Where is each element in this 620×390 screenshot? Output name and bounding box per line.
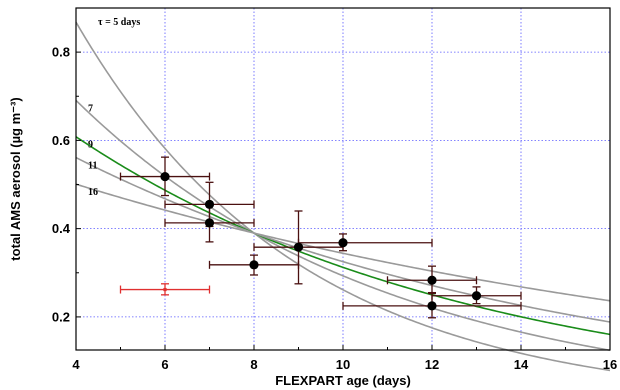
data-point bbox=[204, 199, 215, 209]
curve-label: 11 bbox=[88, 161, 97, 172]
curve-label: 16 bbox=[88, 187, 98, 198]
x-tick-label: 16 bbox=[603, 357, 617, 372]
data-point bbox=[249, 260, 259, 270]
data-points bbox=[160, 171, 482, 311]
x-tick-label: 10 bbox=[336, 357, 350, 372]
y-tick-label: 0.8 bbox=[52, 45, 70, 60]
data-point bbox=[163, 287, 167, 292]
data-point bbox=[427, 275, 437, 285]
curve-label: 7 bbox=[88, 103, 93, 114]
data-point bbox=[338, 238, 348, 248]
curve-label: τ = 5 days bbox=[98, 17, 140, 28]
data-point bbox=[427, 301, 437, 311]
axis-ticks: 4 6 8 10 12 14 16 0.2 0.4 0.6 0.8 bbox=[52, 7, 617, 372]
y-tick-label: 0.6 bbox=[52, 133, 70, 148]
data-point bbox=[293, 242, 304, 252]
data-point bbox=[204, 218, 215, 228]
decay-curves bbox=[75, 21, 611, 372]
x-tick-label: 6 bbox=[161, 357, 168, 372]
grid bbox=[76, 8, 610, 350]
decay-curve bbox=[75, 21, 611, 372]
decay-curve bbox=[75, 183, 611, 302]
curve-labels: τ = 5 days 7 9 11 16 bbox=[88, 17, 140, 198]
y-axis-label: total AMS aerosol (µg m⁻³) bbox=[8, 97, 23, 260]
x-tick-label: 4 bbox=[72, 357, 80, 372]
curve-label: 9 bbox=[88, 140, 93, 151]
x-tick-label: 12 bbox=[425, 357, 439, 372]
x-axis-label: FLEXPART age (days) bbox=[275, 373, 411, 388]
data-point bbox=[160, 171, 170, 182]
x-tick-label: 8 bbox=[250, 357, 257, 372]
error-bars bbox=[119, 156, 522, 319]
data-point bbox=[471, 291, 482, 301]
y-tick-label: 0.2 bbox=[52, 309, 70, 324]
y-tick-label: 0.4 bbox=[52, 221, 71, 236]
x-tick-label: 14 bbox=[514, 357, 529, 372]
